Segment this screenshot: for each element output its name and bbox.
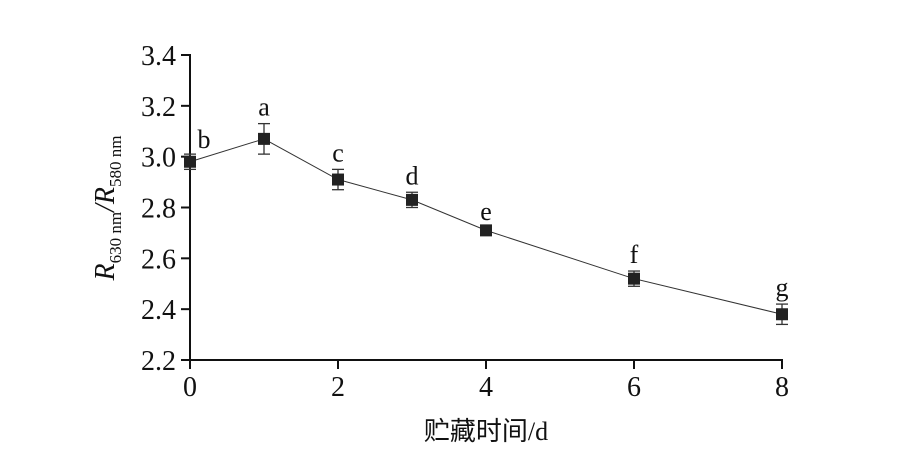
significance-label: f xyxy=(630,240,639,269)
series: b a c d e f g xyxy=(184,93,789,326)
data-point xyxy=(332,173,344,186)
data-point xyxy=(480,224,492,237)
significance-label: c xyxy=(332,138,344,167)
significance-label: a xyxy=(258,93,270,122)
y-tick-label: 3.2 xyxy=(141,92,176,123)
data-point xyxy=(628,272,640,285)
y-tick-label: 2.2 xyxy=(141,346,176,377)
x-tick-label: 8 xyxy=(775,372,789,403)
x-tick-label: 4 xyxy=(479,372,493,403)
y-tick-label: 2.6 xyxy=(141,244,176,275)
y-tick-label: 3.4 xyxy=(141,41,176,72)
y-axis-label: R630 nm/R580 nm xyxy=(90,136,125,282)
y-tick-label: 3.0 xyxy=(141,143,176,174)
x-tick-label: 6 xyxy=(627,372,641,403)
data-point xyxy=(776,308,788,321)
y-tick-label: 2.8 xyxy=(141,194,176,225)
x-tick-label: 0 xyxy=(183,372,197,403)
y-label-sub1: 630 nm xyxy=(106,212,125,263)
y-label-sep: / xyxy=(90,202,121,214)
significance-label: d xyxy=(406,161,419,190)
x-tick-label: 2 xyxy=(331,372,345,403)
y-label-r2: R xyxy=(90,187,121,205)
significance-label: e xyxy=(480,197,492,226)
significance-label: b xyxy=(198,125,211,154)
significance-label: g xyxy=(776,273,789,302)
y-label-r1: R xyxy=(90,263,121,281)
data-point xyxy=(184,155,196,168)
data-point xyxy=(258,132,270,145)
y-label-sub2: 580 nm xyxy=(106,136,125,187)
data-point xyxy=(406,193,418,206)
axes: 2.2 2.4 2.6 2.8 3.0 3.2 3.4 0 2 4 6 8 xyxy=(141,41,789,403)
y-tick-label: 2.4 xyxy=(141,295,176,326)
x-axis-label: 贮藏时间/d xyxy=(424,417,548,446)
